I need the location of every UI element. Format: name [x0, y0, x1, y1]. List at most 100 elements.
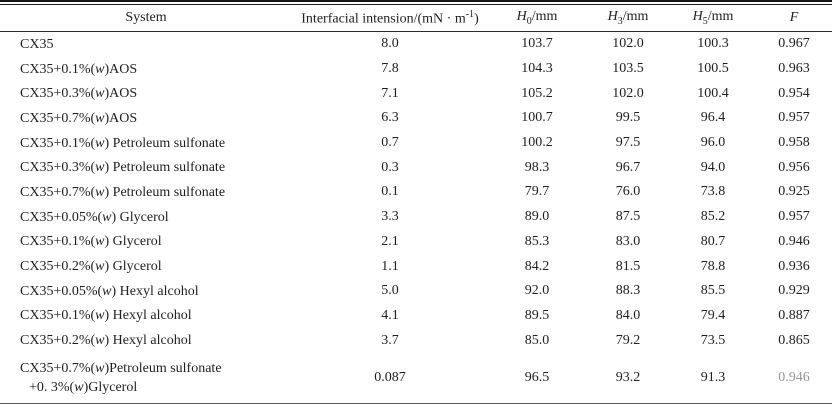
system-cell: CX35+0.3%(w)AOS: [0, 81, 292, 106]
value-cell: 94.0: [700, 159, 726, 175]
system-cell: CX35+0.3%(w) Petroleum sulfonate: [0, 155, 292, 180]
value-cell: 93.2: [615, 369, 641, 385]
value-cell: 88.3: [615, 283, 641, 299]
value-cell: 92.0: [524, 283, 550, 299]
value-cell: 100.3: [697, 36, 729, 52]
value-cell: 84.0: [615, 307, 641, 323]
value-cell: 76.0: [615, 184, 641, 200]
value-cell: 7.1: [381, 85, 399, 101]
value-cell: 3.7: [381, 332, 399, 348]
value-cell: 1.1: [381, 258, 399, 274]
system-name-line: CX35: [20, 36, 54, 52]
value-cell: 79.4: [700, 307, 726, 323]
system-name-line: CX35+0.05%(w) Hexyl alcohol: [20, 283, 199, 299]
value-cell: 0.7: [381, 135, 399, 151]
value-cell: 89.0: [524, 209, 550, 225]
system-name-line: CX35+0.05%(w) Glycerol: [20, 209, 169, 225]
header-row: System Interfacial intension/(mN · m-1) H0…: [0, 5, 832, 32]
results-table: System Interfacial intension/(mN · m-1) H0…: [0, 5, 832, 404]
value-cell: 96.4: [700, 110, 726, 126]
table-row: CX35+0.3%(w) Petroleum sulfonate 0.3 98.3 9…: [0, 155, 832, 180]
value-cell: 0.963: [778, 61, 810, 77]
system-cell: CX35+0.1%(w) Petroleum sulfonate: [0, 131, 292, 156]
system-name-line: CX35+0.1%(w)AOS: [20, 61, 138, 77]
system-name-line: CX35+0.7%(w) Petroleum sulfonate: [20, 184, 226, 200]
value-cell: 99.5: [615, 110, 641, 126]
value-cell: 0.946: [778, 233, 810, 249]
system-name-line: +0. 3%(w)Glycerol: [29, 379, 138, 395]
value-cell: 0.954: [778, 85, 810, 101]
table-row: CX35+0.1%(w) Glycerol 2.1 85.3 83.0 80.7 0.94…: [0, 230, 832, 255]
system-cell: CX35+0.7%(w)AOS: [0, 106, 292, 131]
table-row: CX35+0.1%(w) Petroleum sulfonate 0.7 100.2…: [0, 131, 832, 156]
system-name-line: CX35+0.7%(w)AOS: [20, 110, 138, 126]
value-cell: 85.0: [524, 332, 550, 348]
system-cell: CX35+0.7%(w) Petroleum sulfonate: [0, 180, 292, 205]
value-cell: 85.5: [700, 283, 726, 299]
value-cell: 0.957: [778, 110, 810, 126]
table-row: CX35+0.05%(w) Glycerol 3.3 89.0 87.5 85.2 0.9…: [0, 205, 832, 230]
value-cell: 80.7: [700, 233, 726, 249]
system-cell: CX35+0.1%(w) Hexyl alcohol: [0, 304, 292, 329]
value-cell: 105.2: [521, 85, 553, 101]
value-cell: 0.087: [374, 369, 406, 385]
value-cell: 79.7: [524, 184, 550, 200]
value-cell: 91.3: [700, 369, 726, 385]
system-cell: CX35+0.05%(w) Hexyl alcohol: [0, 279, 292, 304]
column-header-interfacial-tension: Interfacial intension/(mN · m-1): [292, 5, 488, 32]
table-top-rule-inner: [0, 4, 832, 5]
value-cell: 96.5: [524, 369, 550, 385]
table-row: CX35+0.2%(w) Hexyl alcohol 3.7 85.0 79.2 73.…: [0, 328, 832, 353]
value-cell: 0.887: [778, 307, 810, 323]
value-cell: 78.8: [700, 258, 726, 274]
system-name-line: CX35+0.3%(w) Petroleum sulfonate: [20, 160, 226, 176]
value-cell: 0.946: [778, 369, 810, 385]
value-cell: 100.4: [697, 85, 729, 101]
value-cell: 8.0: [381, 36, 399, 52]
column-header-h0: H0/mm: [488, 5, 586, 32]
value-cell: 87.5: [615, 209, 641, 225]
table-row: CX35+0.2%(w) Glycerol 1.1 84.2 81.5 78.8 0.93…: [0, 254, 832, 279]
table-header: System Interfacial intension/(mN · m-1) H0…: [0, 5, 832, 32]
system-name-line: CX35+0.1%(w) Glycerol: [20, 234, 162, 250]
value-cell: 103.5: [612, 61, 644, 77]
table-top-rule-gap: [0, 2, 832, 4]
value-cell: 96.7: [615, 159, 641, 175]
value-cell: 96.0: [700, 135, 726, 151]
table-row: CX35+0.7%(w)Petroleum sulfonate +0. 3%(w)…: [0, 353, 832, 404]
table-row: CX35+0.7%(w)AOS 6.3 100.7 99.5 96.4 0.957: [0, 106, 832, 131]
system-cell: CX35+0.7%(w)Petroleum sulfonate +0. 3%(w)…: [0, 353, 292, 404]
table-row: CX35 8.0 103.7 102.0 100.3 0.967: [0, 32, 832, 57]
value-cell: 103.7: [521, 36, 553, 52]
system-cell: CX35+0.2%(w) Glycerol: [0, 254, 292, 279]
system-cell: CX35+0.05%(w) Glycerol: [0, 205, 292, 230]
value-cell: 97.5: [615, 135, 641, 151]
value-cell: 0.958: [778, 135, 810, 151]
value-cell: 85.3: [524, 233, 550, 249]
value-cell: 0.967: [778, 36, 810, 52]
value-cell: 89.5: [524, 307, 550, 323]
table-row: CX35+0.1%(w)AOS 7.8 104.3 103.5 100.5 0.963: [0, 57, 832, 82]
value-cell: 100.2: [521, 135, 553, 151]
value-cell: 0.956: [778, 159, 810, 175]
value-cell: 3.3: [381, 209, 399, 225]
table-row: CX35+0.7%(w) Petroleum sulfonate 0.1 79.7 7…: [0, 180, 832, 205]
value-cell: 104.3: [521, 61, 553, 77]
table-row: CX35+0.3%(w)AOS 7.1 105.2 102.0 100.4 0.954: [0, 81, 832, 106]
value-cell: 102.0: [612, 36, 644, 52]
system-cell: CX35+0.2%(w) Hexyl alcohol: [0, 328, 292, 353]
column-header-h5: H5/mm: [670, 5, 756, 32]
value-cell: 100.7: [521, 110, 553, 126]
system-name-line: CX35+0.1%(w) Petroleum sulfonate: [20, 135, 226, 151]
column-header-h3: H3/mm: [586, 5, 670, 32]
value-cell: 83.0: [615, 233, 641, 249]
value-cell: 0.1: [381, 184, 399, 200]
table-row: CX35+0.1%(w) Hexyl alcohol 4.1 89.5 84.0 79.…: [0, 304, 832, 329]
value-cell: 0.957: [778, 209, 810, 225]
system-name-line: CX35+0.7%(w)Petroleum sulfonate: [20, 360, 222, 376]
value-cell: 81.5: [615, 258, 641, 274]
value-cell: 5.0: [381, 283, 399, 299]
system-name-line: CX35+0.2%(w) Glycerol: [20, 259, 162, 275]
value-cell: 84.2: [524, 258, 550, 274]
